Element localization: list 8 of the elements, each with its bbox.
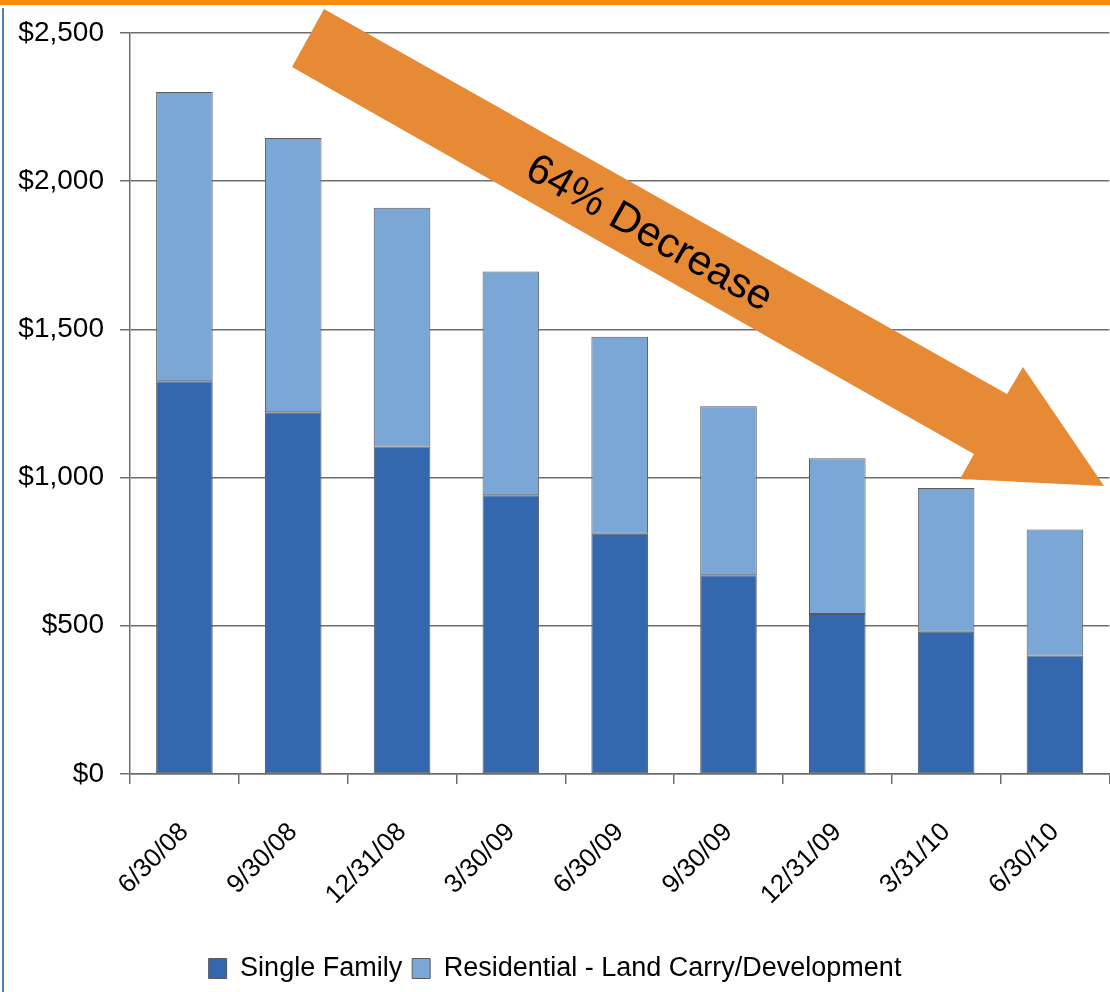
- y-tick-label: $500: [41, 608, 104, 640]
- y-tick-label: $1,500: [18, 312, 104, 343]
- y-tick-label: $1,000: [18, 460, 104, 492]
- legend-label: Residential - Land Carry/Development: [443, 951, 902, 982]
- y-tick-label: $2,500: [18, 15, 104, 47]
- y-tick-label: $0: [72, 756, 104, 788]
- legend-label: Single Family: [240, 951, 403, 982]
- y-tick-label: $2,000: [18, 163, 104, 195]
